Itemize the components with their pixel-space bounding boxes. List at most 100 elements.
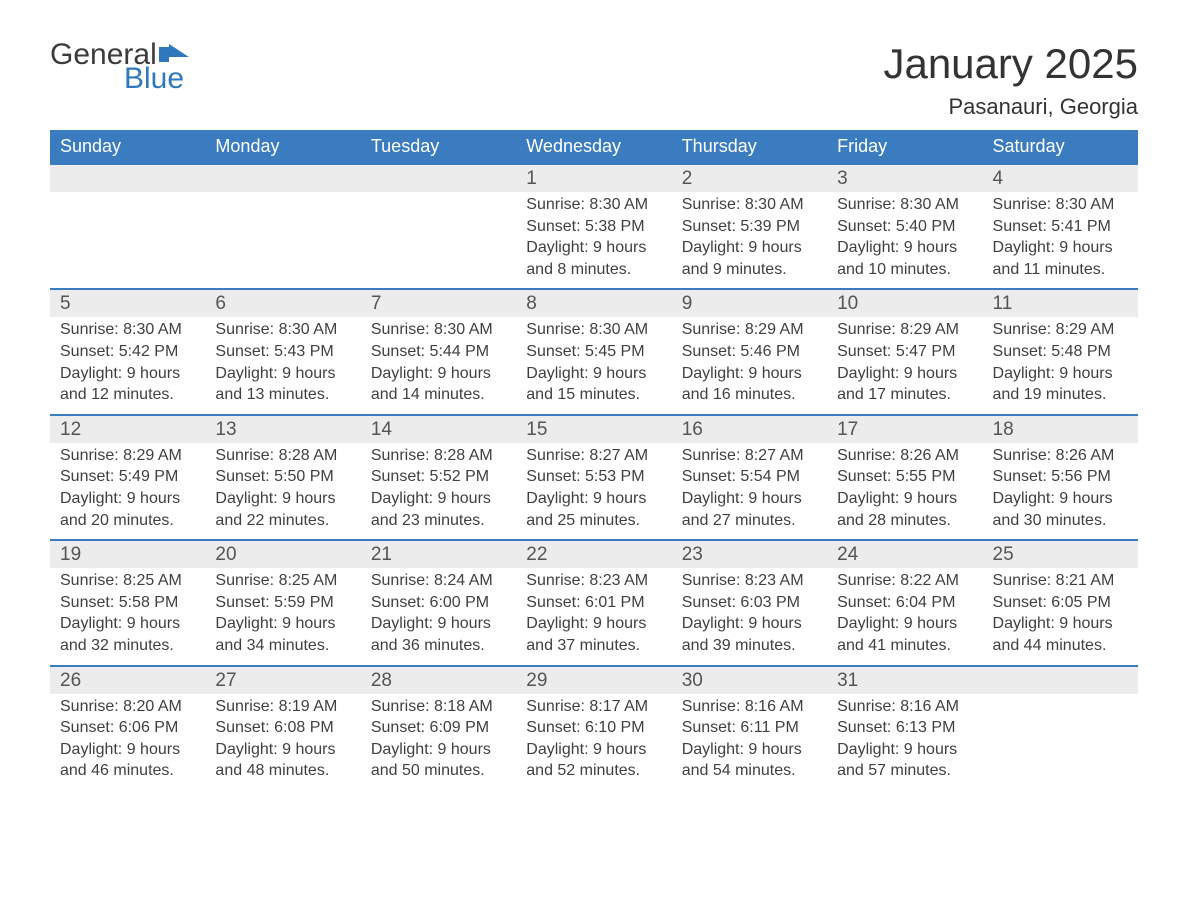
day-cell <box>983 666 1138 790</box>
day-body: Sunrise: 8:18 AMSunset: 6:09 PMDaylight:… <box>361 694 516 790</box>
day-body: Sunrise: 8:16 AMSunset: 6:13 PMDaylight:… <box>827 694 982 790</box>
day-header: Monday <box>205 130 360 164</box>
day-header: Wednesday <box>516 130 671 164</box>
day-body: Sunrise: 8:30 AMSunset: 5:41 PMDaylight:… <box>983 192 1138 288</box>
day-body: Sunrise: 8:29 AMSunset: 5:47 PMDaylight:… <box>827 317 982 413</box>
day-cell: 31Sunrise: 8:16 AMSunset: 6:13 PMDayligh… <box>827 666 982 790</box>
day-body: Sunrise: 8:23 AMSunset: 6:01 PMDaylight:… <box>516 568 671 664</box>
day-cell: 29Sunrise: 8:17 AMSunset: 6:10 PMDayligh… <box>516 666 671 790</box>
day-number: 10 <box>827 290 982 317</box>
day-body: Sunrise: 8:25 AMSunset: 5:59 PMDaylight:… <box>205 568 360 664</box>
day-header: Tuesday <box>361 130 516 164</box>
day-number: 28 <box>361 667 516 694</box>
day-cell: 10Sunrise: 8:29 AMSunset: 5:47 PMDayligh… <box>827 289 982 414</box>
day-header-row: SundayMondayTuesdayWednesdayThursdayFrid… <box>50 130 1138 164</box>
day-cell: 3Sunrise: 8:30 AMSunset: 5:40 PMDaylight… <box>827 164 982 289</box>
day-body: Sunrise: 8:28 AMSunset: 5:50 PMDaylight:… <box>205 443 360 539</box>
day-body: Sunrise: 8:29 AMSunset: 5:48 PMDaylight:… <box>983 317 1138 413</box>
day-number: 12 <box>50 416 205 443</box>
day-cell: 16Sunrise: 8:27 AMSunset: 5:54 PMDayligh… <box>672 415 827 540</box>
day-cell: 25Sunrise: 8:21 AMSunset: 6:05 PMDayligh… <box>983 540 1138 665</box>
day-cell <box>205 164 360 289</box>
day-number: 20 <box>205 541 360 568</box>
day-body: Sunrise: 8:24 AMSunset: 6:00 PMDaylight:… <box>361 568 516 664</box>
day-body: Sunrise: 8:19 AMSunset: 6:08 PMDaylight:… <box>205 694 360 790</box>
day-number: 16 <box>672 416 827 443</box>
day-body: Sunrise: 8:27 AMSunset: 5:53 PMDaylight:… <box>516 443 671 539</box>
day-cell: 5Sunrise: 8:30 AMSunset: 5:42 PMDaylight… <box>50 289 205 414</box>
title-block: January 2025 Pasanauri, Georgia <box>883 40 1138 120</box>
day-number: 18 <box>983 416 1138 443</box>
week-row: 19Sunrise: 8:25 AMSunset: 5:58 PMDayligh… <box>50 540 1138 665</box>
day-header: Friday <box>827 130 982 164</box>
week-row: 5Sunrise: 8:30 AMSunset: 5:42 PMDaylight… <box>50 289 1138 414</box>
day-body: Sunrise: 8:26 AMSunset: 5:55 PMDaylight:… <box>827 443 982 539</box>
day-cell: 12Sunrise: 8:29 AMSunset: 5:49 PMDayligh… <box>50 415 205 540</box>
day-body: Sunrise: 8:22 AMSunset: 6:04 PMDaylight:… <box>827 568 982 664</box>
day-cell: 22Sunrise: 8:23 AMSunset: 6:01 PMDayligh… <box>516 540 671 665</box>
day-number: 24 <box>827 541 982 568</box>
day-cell: 9Sunrise: 8:29 AMSunset: 5:46 PMDaylight… <box>672 289 827 414</box>
day-cell: 28Sunrise: 8:18 AMSunset: 6:09 PMDayligh… <box>361 666 516 790</box>
day-number: 29 <box>516 667 671 694</box>
day-cell: 7Sunrise: 8:30 AMSunset: 5:44 PMDaylight… <box>361 289 516 414</box>
day-body: Sunrise: 8:30 AMSunset: 5:43 PMDaylight:… <box>205 317 360 413</box>
day-number: 13 <box>205 416 360 443</box>
day-body: Sunrise: 8:23 AMSunset: 6:03 PMDaylight:… <box>672 568 827 664</box>
day-body: Sunrise: 8:25 AMSunset: 5:58 PMDaylight:… <box>50 568 205 664</box>
header: General Blue January 2025 Pasanauri, Geo… <box>50 40 1138 120</box>
day-body: Sunrise: 8:30 AMSunset: 5:39 PMDaylight:… <box>672 192 827 288</box>
calendar-table: SundayMondayTuesdayWednesdayThursdayFrid… <box>50 130 1138 790</box>
logo-text-blue: Blue <box>124 64 193 94</box>
day-cell: 19Sunrise: 8:25 AMSunset: 5:58 PMDayligh… <box>50 540 205 665</box>
day-body: Sunrise: 8:30 AMSunset: 5:44 PMDaylight:… <box>361 317 516 413</box>
month-title: January 2025 <box>883 40 1138 88</box>
day-number: 25 <box>983 541 1138 568</box>
day-cell: 4Sunrise: 8:30 AMSunset: 5:41 PMDaylight… <box>983 164 1138 289</box>
day-number: 17 <box>827 416 982 443</box>
day-body: Sunrise: 8:27 AMSunset: 5:54 PMDaylight:… <box>672 443 827 539</box>
day-number: 27 <box>205 667 360 694</box>
location: Pasanauri, Georgia <box>883 94 1138 120</box>
day-header: Thursday <box>672 130 827 164</box>
week-row: 1Sunrise: 8:30 AMSunset: 5:38 PMDaylight… <box>50 164 1138 289</box>
day-cell: 8Sunrise: 8:30 AMSunset: 5:45 PMDaylight… <box>516 289 671 414</box>
day-number: 15 <box>516 416 671 443</box>
day-body: Sunrise: 8:30 AMSunset: 5:45 PMDaylight:… <box>516 317 671 413</box>
day-number: 5 <box>50 290 205 317</box>
day-cell: 1Sunrise: 8:30 AMSunset: 5:38 PMDaylight… <box>516 164 671 289</box>
day-cell: 14Sunrise: 8:28 AMSunset: 5:52 PMDayligh… <box>361 415 516 540</box>
day-cell: 24Sunrise: 8:22 AMSunset: 6:04 PMDayligh… <box>827 540 982 665</box>
day-number: 7 <box>361 290 516 317</box>
week-row: 12Sunrise: 8:29 AMSunset: 5:49 PMDayligh… <box>50 415 1138 540</box>
day-cell: 18Sunrise: 8:26 AMSunset: 5:56 PMDayligh… <box>983 415 1138 540</box>
day-cell: 27Sunrise: 8:19 AMSunset: 6:08 PMDayligh… <box>205 666 360 790</box>
day-cell: 17Sunrise: 8:26 AMSunset: 5:55 PMDayligh… <box>827 415 982 540</box>
day-cell: 13Sunrise: 8:28 AMSunset: 5:50 PMDayligh… <box>205 415 360 540</box>
day-body: Sunrise: 8:30 AMSunset: 5:38 PMDaylight:… <box>516 192 671 288</box>
day-number: 9 <box>672 290 827 317</box>
day-number: 26 <box>50 667 205 694</box>
day-body: Sunrise: 8:17 AMSunset: 6:10 PMDaylight:… <box>516 694 671 790</box>
day-number: 1 <box>516 165 671 192</box>
day-cell: 20Sunrise: 8:25 AMSunset: 5:59 PMDayligh… <box>205 540 360 665</box>
day-number: 4 <box>983 165 1138 192</box>
day-number: 3 <box>827 165 982 192</box>
day-number: 8 <box>516 290 671 317</box>
day-number: 14 <box>361 416 516 443</box>
day-cell: 2Sunrise: 8:30 AMSunset: 5:39 PMDaylight… <box>672 164 827 289</box>
day-cell <box>361 164 516 289</box>
day-number: 6 <box>205 290 360 317</box>
day-cell: 26Sunrise: 8:20 AMSunset: 6:06 PMDayligh… <box>50 666 205 790</box>
day-cell <box>50 164 205 289</box>
day-number: 23 <box>672 541 827 568</box>
day-number: 31 <box>827 667 982 694</box>
day-cell: 30Sunrise: 8:16 AMSunset: 6:11 PMDayligh… <box>672 666 827 790</box>
day-number: 11 <box>983 290 1138 317</box>
day-body: Sunrise: 8:28 AMSunset: 5:52 PMDaylight:… <box>361 443 516 539</box>
day-body: Sunrise: 8:29 AMSunset: 5:46 PMDaylight:… <box>672 317 827 413</box>
logo: General Blue <box>50 40 193 94</box>
day-header: Sunday <box>50 130 205 164</box>
day-cell: 15Sunrise: 8:27 AMSunset: 5:53 PMDayligh… <box>516 415 671 540</box>
day-body: Sunrise: 8:20 AMSunset: 6:06 PMDaylight:… <box>50 694 205 790</box>
